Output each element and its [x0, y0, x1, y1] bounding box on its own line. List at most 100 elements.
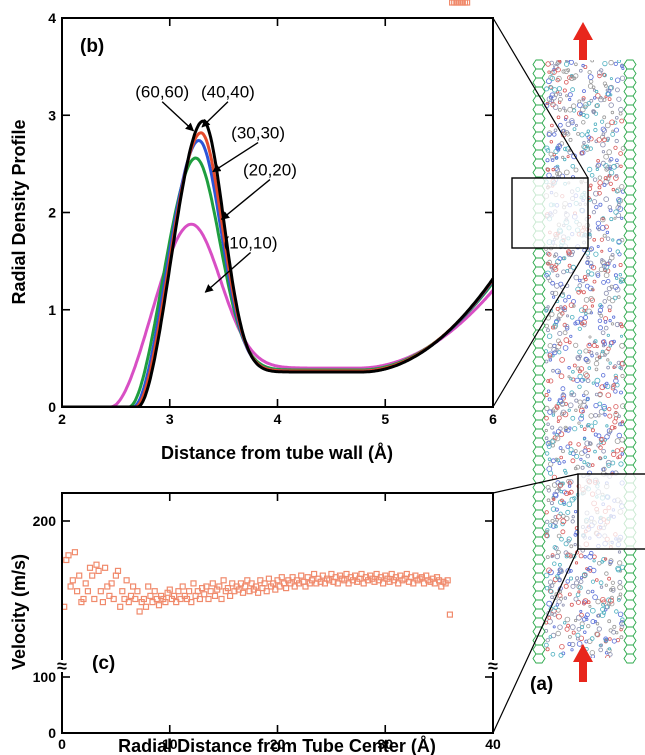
x-tick-label: 2	[58, 411, 66, 427]
water-molecule	[595, 93, 601, 99]
water-molecule	[609, 340, 615, 346]
water-molecule	[567, 92, 573, 98]
water-molecule	[602, 73, 607, 78]
water-molecule	[598, 96, 604, 103]
water-molecule	[580, 465, 585, 470]
water-molecule	[548, 151, 554, 157]
velocity-point	[358, 570, 365, 578]
water-molecule	[599, 119, 605, 124]
water-molecule	[574, 408, 578, 412]
water-molecule	[587, 74, 594, 80]
water-molecule	[576, 442, 581, 447]
water-molecule	[560, 292, 566, 298]
water-molecule	[597, 311, 602, 316]
plot-area	[61, 0, 471, 618]
water-molecule	[618, 461, 624, 467]
water-molecule	[578, 354, 582, 359]
curve-labels: (10,10) (20,20) (30,30) (40,40) (60,60)	[135, 83, 297, 293]
water-molecule	[609, 284, 614, 289]
velocity-point	[179, 583, 186, 590]
water-molecule	[590, 287, 594, 291]
velocity-point	[410, 580, 417, 587]
water-molecule	[597, 191, 602, 196]
water-molecule	[575, 636, 580, 641]
water-molecule	[581, 601, 587, 606]
water-molecule	[566, 314, 570, 318]
water-molecule	[608, 652, 613, 657]
velocity-point	[319, 572, 326, 579]
water-molecule	[598, 456, 602, 460]
velocity-point	[270, 580, 277, 587]
water-molecule	[594, 205, 599, 210]
velocity-point	[175, 588, 182, 595]
water-molecule	[584, 283, 590, 289]
water-molecule	[564, 554, 569, 559]
water-molecule	[555, 306, 560, 311]
water-molecule	[572, 496, 577, 501]
water-molecule	[563, 146, 568, 152]
water-molecule	[561, 69, 566, 74]
water-molecule	[599, 68, 604, 73]
water-molecule	[614, 448, 620, 454]
water-molecule	[550, 123, 554, 128]
water-molecule	[544, 145, 550, 151]
water-molecule	[574, 398, 579, 403]
flow-arrow-icon	[573, 644, 593, 682]
water-molecule	[613, 209, 619, 215]
water-molecule	[583, 297, 590, 303]
water-molecule	[587, 441, 592, 446]
water-molecule	[554, 507, 559, 512]
water-molecule	[567, 267, 574, 274]
water-molecule	[587, 70, 592, 75]
water-molecule	[606, 431, 611, 436]
water-molecule	[588, 550, 594, 556]
water-molecule	[596, 159, 600, 163]
water-molecule	[544, 533, 549, 538]
velocity-point	[142, 603, 150, 610]
water-molecule	[600, 349, 605, 354]
water-molecule	[548, 99, 555, 105]
water-molecule	[589, 246, 595, 252]
water-molecule	[607, 205, 612, 210]
water-molecule	[614, 188, 620, 194]
water-molecule	[551, 69, 557, 75]
water-molecule	[613, 411, 619, 418]
water-molecule	[613, 145, 618, 150]
water-molecule	[599, 612, 606, 618]
water-molecule	[544, 392, 549, 397]
water-molecule	[601, 339, 607, 345]
velocity-point	[145, 583, 152, 590]
water-molecule	[544, 405, 550, 411]
water-molecule	[618, 151, 623, 156]
water-molecule	[586, 135, 592, 140]
water-molecule	[558, 446, 563, 450]
water-molecule	[593, 96, 597, 100]
water-molecule	[554, 489, 560, 494]
water-molecule	[560, 411, 565, 417]
water-molecule	[546, 567, 552, 574]
water-molecule	[620, 146, 626, 151]
velocity-point	[332, 574, 339, 581]
water-molecule	[583, 555, 587, 559]
water-molecule	[617, 584, 623, 591]
water-molecule	[557, 593, 563, 599]
water-molecule	[570, 641, 576, 648]
water-molecule	[544, 428, 548, 433]
water-molecule	[558, 92, 563, 97]
water-molecule	[586, 255, 590, 260]
water-molecule	[617, 611, 624, 617]
water-molecule	[577, 99, 582, 104]
velocity-point	[91, 595, 98, 603]
water-molecule	[545, 484, 551, 490]
water-molecule	[551, 346, 557, 353]
water-molecule	[579, 457, 583, 461]
water-molecule	[587, 83, 594, 89]
water-molecule	[566, 68, 571, 73]
axis-break-mask	[483, 660, 503, 672]
water-molecule	[548, 84, 553, 90]
water-molecule	[611, 638, 617, 644]
water-molecule	[544, 308, 549, 313]
water-molecule	[555, 630, 561, 637]
water-molecule	[568, 97, 572, 102]
water-molecule	[573, 342, 579, 348]
